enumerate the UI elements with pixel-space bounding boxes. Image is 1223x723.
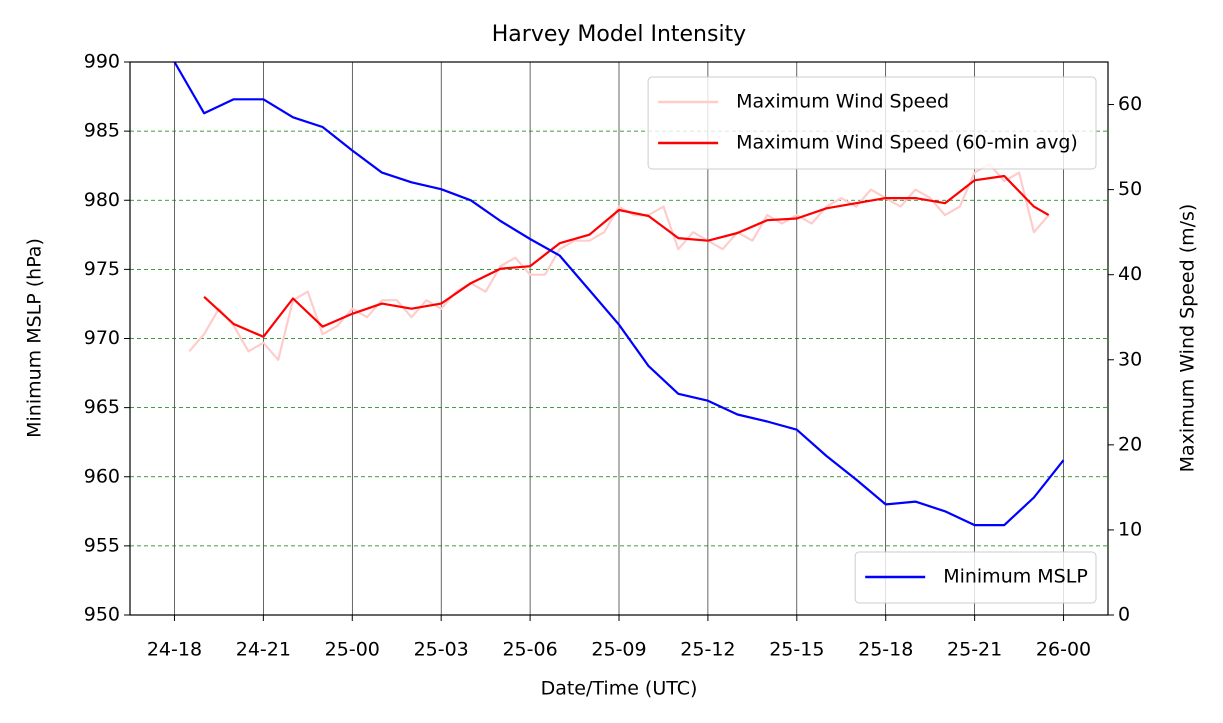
x-tick-label: 24-21 [236,639,291,661]
legend-label: Maximum Wind Speed [736,91,949,113]
y2-tick-label: 10 [1118,518,1142,540]
series-line [188,163,1050,361]
x-tick-label: 26-00 [1036,639,1091,661]
y2-tick-label: 20 [1118,433,1142,455]
legend-label: Minimum MSLP [943,566,1088,588]
series-line [173,61,1065,527]
x-tick-label: 25-18 [858,639,913,661]
x-tick-label: 24-18 [147,639,202,661]
y2-tick-label: 30 [1118,348,1142,370]
y-axis-label: Minimum MSLP (hPa) [24,238,46,438]
series-line [203,174,1050,338]
y-tick-label: 980 [84,189,120,211]
legend-box [647,76,1097,170]
y-tick-label: 985 [84,120,120,142]
chart-title: Harvey Model Intensity [492,22,746,47]
y-tick-label: 950 [84,604,120,626]
x-tick-label: 25-09 [591,639,646,661]
legend-label: Maximum Wind Speed (60-min avg) [736,132,1078,154]
x-tick-label: 25-12 [680,639,735,661]
x-axis-label: Date/Time (UTC) [541,678,698,700]
y-tick-label: 965 [84,396,120,418]
y2-tick-label: 0 [1118,604,1130,626]
y2-tick-label: 60 [1118,93,1142,115]
y-tick-label: 975 [84,258,120,280]
y-tick-label: 960 [84,465,120,487]
y-tick-label: 990 [84,51,120,73]
y2-axis-label: Maximum Wind Speed (m/s) [1177,204,1199,473]
x-tick-label: 25-03 [414,639,469,661]
y-tick-label: 955 [84,534,120,556]
axes-frame [129,61,1109,616]
x-tick-label: 25-21 [947,639,1002,661]
y2-tick-label: 50 [1118,178,1142,200]
x-tick-label: 25-15 [769,639,824,661]
legend-box [854,551,1097,604]
x-tick-label: 25-06 [502,639,557,661]
y-tick-label: 970 [84,327,120,349]
x-tick-label: 25-00 [325,639,380,661]
y2-tick-label: 40 [1118,263,1142,285]
